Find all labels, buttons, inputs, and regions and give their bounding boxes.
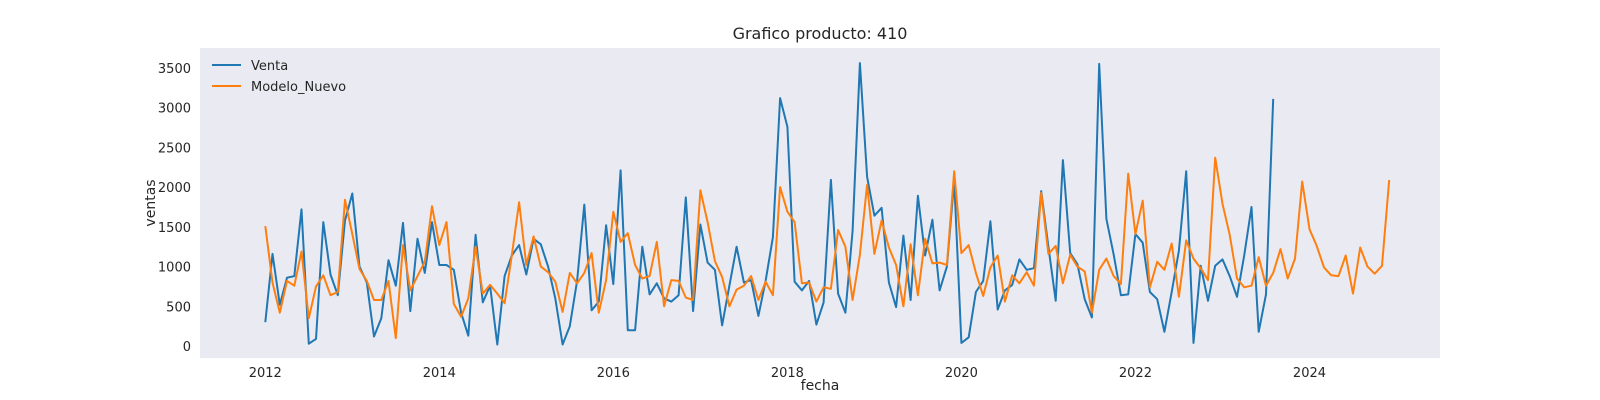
series-layer — [264, 62, 1391, 346]
y-axis-title: ventas — [143, 179, 159, 226]
y-tick-label: 500 — [166, 300, 191, 315]
y-tick-label: 0 — [183, 340, 191, 355]
plot-background — [200, 48, 1440, 358]
series-line-venta — [264, 62, 1275, 346]
y-tick-label: 2000 — [158, 181, 191, 196]
series-line-modelo-nuevo — [264, 156, 1391, 340]
x-tick-label: 2022 — [1119, 366, 1152, 381]
y-tick-label: 3000 — [158, 102, 191, 117]
x-tick-label: 2016 — [597, 366, 630, 381]
y-tick-label: 1000 — [158, 261, 191, 276]
x-tick-label: 2018 — [771, 366, 804, 381]
legend-label-modelo-nuevo: Modelo_Nuevo — [251, 80, 346, 95]
x-axis-ticks: 2012 2014 2016 2018 2020 2022 2024 — [249, 366, 1326, 381]
y-axis-ticks: 0 500 1000 1500 2000 2500 3000 3500 — [158, 62, 191, 355]
chart-title: Grafico producto: 410 — [733, 24, 908, 43]
legend-label-venta: Venta — [251, 59, 288, 74]
legend: Venta Modelo_Nuevo — [212, 59, 346, 95]
y-tick-label: 1500 — [158, 221, 191, 236]
x-tick-label: 2020 — [945, 366, 978, 381]
y-tick-label: 3500 — [158, 62, 191, 77]
x-tick-label: 2012 — [249, 366, 282, 381]
y-tick-label: 2500 — [158, 141, 191, 156]
x-tick-label: 2014 — [423, 366, 456, 381]
x-tick-label: 2024 — [1293, 366, 1326, 381]
x-axis-title: fecha — [801, 378, 840, 394]
